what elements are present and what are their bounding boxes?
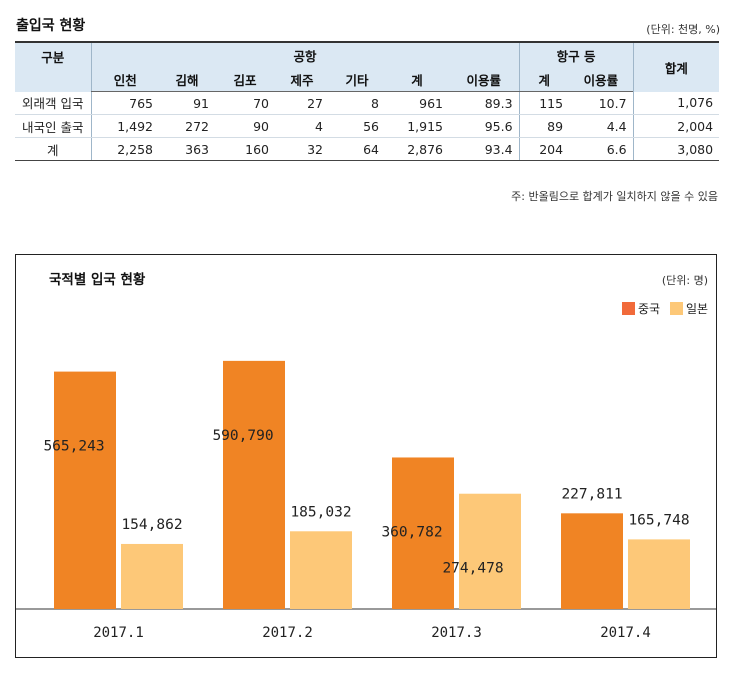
header-col: 이용률 <box>569 67 634 92</box>
cell: 2,258 <box>90 137 159 161</box>
cell: 8 <box>329 91 385 115</box>
table-title: 출입국 현황 <box>16 18 86 34</box>
x-tick-label: 2017.3 <box>431 625 482 641</box>
cell: 93.4 <box>449 137 520 161</box>
cell: 89.3 <box>449 91 520 115</box>
bar-japan <box>121 543 183 609</box>
header-port: 항구 등 <box>518 41 634 67</box>
legend-item-japan: 일본 <box>670 300 708 317</box>
header-col: 김포 <box>215 67 275 92</box>
cell: 32 <box>275 137 329 161</box>
legend-swatch <box>622 302 635 315</box>
header-total: 합계 <box>632 41 720 92</box>
cell: 765 <box>90 91 159 115</box>
cell: 90 <box>215 114 275 138</box>
header-col: 기타 <box>329 67 385 92</box>
header-col: 김해 <box>159 67 215 92</box>
bar-japan <box>290 531 352 609</box>
x-tick-label: 2017.2 <box>262 625 313 641</box>
cell: 1,076 <box>632 91 720 115</box>
table-unit: (단위: 천명, %) <box>646 23 720 36</box>
entry-exit-table: 구분 공항 항구 등 합계 인천 김해 김포 제주 기타 계 이용률 계 이용률… <box>15 41 720 161</box>
table-row: 계 2,258 363 160 32 64 2,876 93.4 204 6.6… <box>15 137 720 161</box>
cell: 10.7 <box>569 91 634 115</box>
row-label: 외래객 입국 <box>15 91 91 115</box>
legend-swatch <box>670 302 683 315</box>
chart-title: 국적별 입국 현황 <box>49 272 146 288</box>
cell: 91 <box>159 91 215 115</box>
cell: 2,004 <box>632 114 720 138</box>
cell: 56 <box>329 114 385 138</box>
table-row: 내국인 출국 1,492 272 90 4 56 1,915 95.6 89 4… <box>15 114 720 138</box>
cell: 64 <box>329 137 385 161</box>
cell: 6.6 <box>569 137 634 161</box>
table-note: 주: 반올림으로 합계가 일치하지 않을 수 있음 <box>511 190 718 203</box>
cell: 95.6 <box>449 114 520 138</box>
cell: 115 <box>518 91 570 115</box>
cell: 70 <box>215 91 275 115</box>
chart-unit: (단위: 명) <box>661 274 708 287</box>
header-col: 제주 <box>275 67 329 92</box>
header-col: 인천 <box>90 67 159 92</box>
cell: 1,915 <box>385 114 449 138</box>
bar-china <box>561 513 623 609</box>
bar-china <box>223 360 285 609</box>
header-category: 구분 <box>15 41 91 92</box>
cell: 4 <box>275 114 329 138</box>
header-col: 계 <box>518 67 570 92</box>
cell: 160 <box>215 137 275 161</box>
cell: 89 <box>518 114 570 138</box>
cell: 204 <box>518 137 570 161</box>
data-label: 227,811 <box>561 486 622 502</box>
cell: 3,080 <box>632 137 720 161</box>
data-label: 154,862 <box>121 517 182 533</box>
cell: 4.4 <box>569 114 634 138</box>
cell: 1,492 <box>90 114 159 138</box>
x-tick-label: 2017.4 <box>600 625 651 641</box>
header-col: 계 <box>385 67 449 92</box>
data-label: 165,748 <box>628 512 689 528</box>
bar-japan <box>459 493 521 609</box>
bar-china <box>392 457 454 609</box>
cell: 272 <box>159 114 215 138</box>
data-label: 590,790 <box>212 428 273 444</box>
header-col: 이용률 <box>449 67 520 92</box>
table-row: 외래객 입국 765 91 70 27 8 961 89.3 115 10.7 … <box>15 91 720 115</box>
bar-japan <box>628 539 690 609</box>
data-label: 274,478 <box>442 561 503 577</box>
bar-china <box>54 371 116 609</box>
x-tick-label: 2017.1 <box>93 625 144 641</box>
chart-panel <box>15 254 717 658</box>
cell: 363 <box>159 137 215 161</box>
header-airport: 공항 <box>90 41 520 67</box>
legend-label: 중국 <box>638 302 661 316</box>
data-label: 360,782 <box>381 524 442 540</box>
legend-label: 일본 <box>686 302 709 316</box>
data-label: 185,032 <box>290 504 351 520</box>
cell: 27 <box>275 91 329 115</box>
data-label: 565,243 <box>43 439 104 455</box>
legend-item-china: 중국 <box>622 300 660 317</box>
cell: 961 <box>385 91 449 115</box>
cell: 2,876 <box>385 137 449 161</box>
row-label: 계 <box>15 137 91 161</box>
row-label: 내국인 출국 <box>15 114 91 138</box>
